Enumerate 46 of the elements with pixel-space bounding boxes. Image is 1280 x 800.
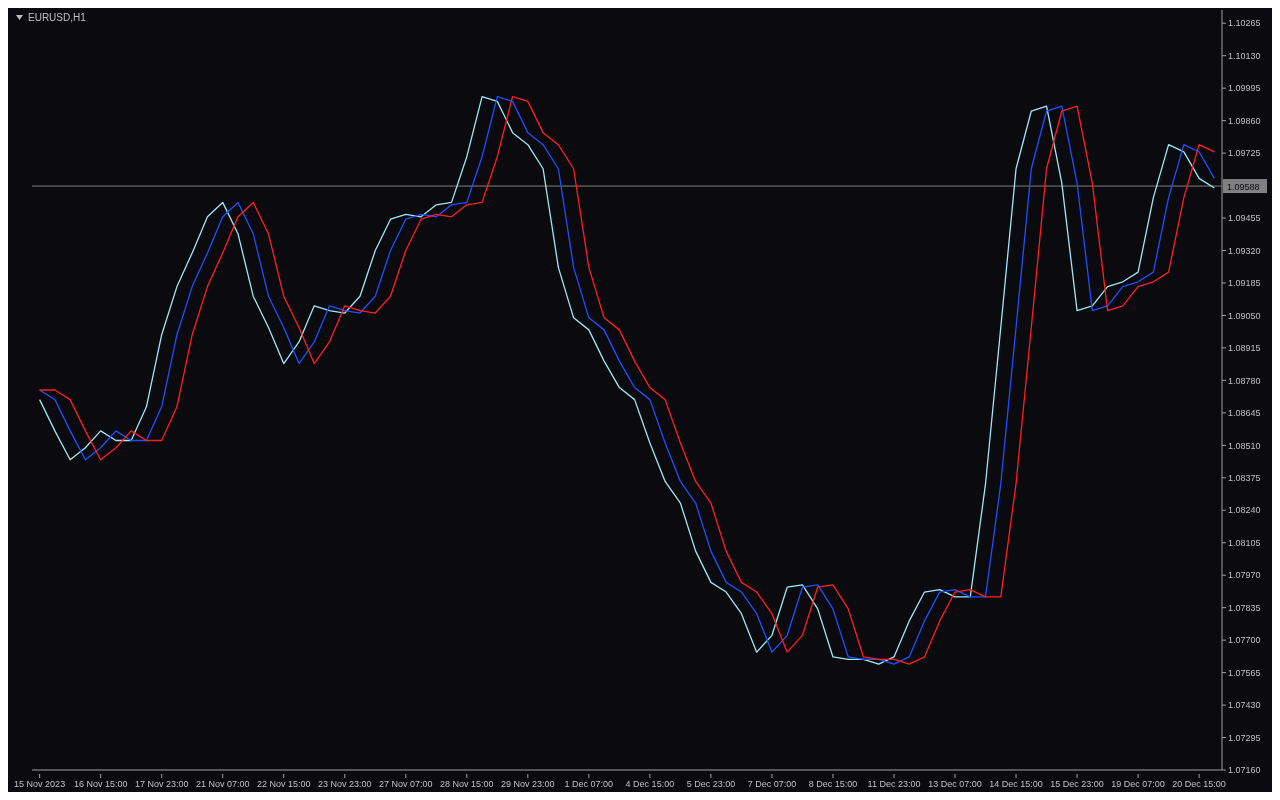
x-tick-label: 22 Nov 15:00 [256, 779, 311, 789]
x-tick-label: 28 Nov 15:00 [440, 779, 494, 789]
y-tick-label: 1.07430 [1228, 700, 1261, 711]
x-tick-label: 23 Nov 23:00 [317, 779, 372, 789]
y-tick-label: 1.09050 [1228, 310, 1261, 321]
y-tick-label: 1.09185 [1228, 278, 1261, 289]
y-tick-label: 1.07295 [1228, 732, 1261, 743]
x-tick-label: 27 Nov 07:00 [379, 779, 433, 789]
y-tick-label: 1.10130 [1228, 50, 1261, 61]
y-tick-label: 1.08375 [1228, 472, 1261, 483]
chart-title: EURUSD,H1 [28, 12, 86, 23]
y-tick-label: 1.08240 [1228, 505, 1261, 516]
y-tick-label: 1.08645 [1228, 408, 1261, 419]
x-tick-label: 16 Nov 15:00 [73, 779, 128, 789]
x-tick-label: 29 Nov 23:00 [501, 779, 555, 789]
y-tick-label: 1.07160 [1228, 765, 1261, 776]
y-tick-label: 1.08510 [1228, 440, 1261, 451]
y-tick-label: 1.07700 [1228, 635, 1261, 646]
x-tick-label: 8 Dec 15:00 [808, 779, 858, 789]
x-tick-label: 20 Dec 15:00 [1172, 779, 1226, 789]
x-tick-label: 17 Nov 23:00 [134, 779, 189, 789]
x-tick-label: 13 Dec 07:00 [928, 779, 982, 789]
y-tick-label: 1.07835 [1228, 602, 1261, 613]
x-tick-label: 5 Dec 23:00 [686, 779, 736, 789]
x-tick-label: 11 Dec 23:00 [867, 779, 921, 789]
x-tick-label: 15 Dec 23:00 [1050, 779, 1104, 789]
x-tick-label: 14 Dec 15:00 [989, 779, 1043, 789]
y-tick-label: 1.08105 [1228, 537, 1261, 548]
ref-line-label: 1.09588 [1227, 182, 1260, 193]
y-tick-label: 1.09860 [1228, 115, 1261, 126]
y-tick-label: 1.08915 [1228, 343, 1261, 354]
x-tick-label: 15 Nov 2023 [14, 779, 66, 789]
x-tick-label: 19 Dec 07:00 [1111, 779, 1165, 789]
y-tick-label: 1.09995 [1228, 83, 1261, 94]
y-tick-label: 1.08780 [1228, 375, 1261, 386]
y-tick-label: 1.09455 [1228, 213, 1261, 224]
y-tick-label: 1.09320 [1228, 245, 1261, 256]
y-tick-label: 1.07565 [1228, 667, 1261, 678]
x-tick-label: 7 Dec 07:00 [747, 779, 797, 789]
y-tick-label: 1.07970 [1228, 570, 1261, 581]
x-tick-label: 1 Dec 07:00 [564, 779, 614, 789]
y-tick-label: 1.10265 [1228, 18, 1261, 29]
line-series [38, 95, 1216, 665]
x-tick-label: 21 Nov 07:00 [195, 779, 250, 789]
y-tick-label: 1.09725 [1228, 148, 1261, 159]
x-tick-label: 4 Dec 15:00 [625, 779, 675, 789]
